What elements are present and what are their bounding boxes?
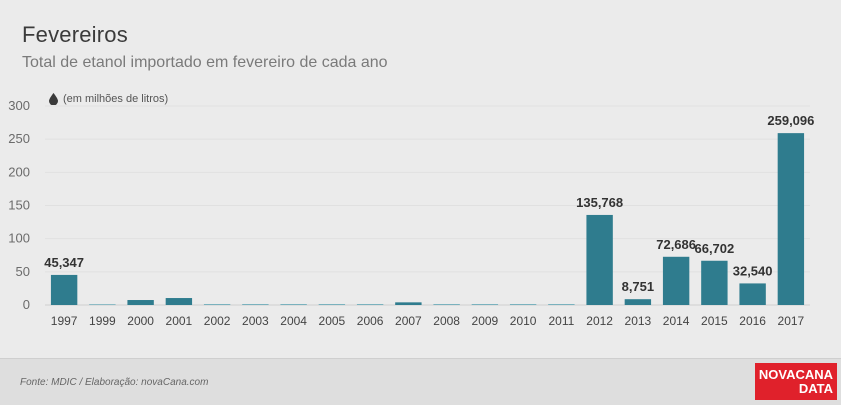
footer-bar: Fonte: MDIC / Elaboração: novaCana.com N… (0, 358, 841, 405)
x-tick-label: 2003 (242, 314, 269, 328)
bar (548, 304, 575, 305)
bar (624, 299, 652, 305)
bar (318, 304, 346, 305)
data-label: 66,702 (694, 241, 734, 256)
bar (165, 298, 193, 305)
bar (701, 260, 728, 305)
data-label: 8,751 (622, 279, 655, 294)
novacana-data-logo: NOVACANA DATA (755, 363, 837, 400)
x-tick-label: 2017 (778, 314, 805, 328)
bar (89, 304, 116, 305)
y-tick-label: 200 (8, 164, 30, 179)
x-tick-label: 2015 (701, 314, 728, 328)
x-tick-label: 2006 (357, 314, 384, 328)
data-label: 72,686 (656, 237, 696, 252)
x-tick-label: 2008 (433, 314, 460, 328)
logo-line1: NOVACANA (758, 366, 834, 382)
x-tick-label: 2016 (739, 314, 766, 328)
x-tick-label: 2010 (510, 314, 537, 328)
y-tick-label: 0 (23, 297, 30, 312)
bar (280, 304, 307, 305)
y-tick-label: 50 (16, 264, 30, 279)
x-tick-label: 2013 (625, 314, 652, 328)
chart-title: Fevereiros (22, 22, 128, 47)
chart-header: Fevereiros Total de etanol importado em … (22, 22, 821, 72)
bar (356, 304, 384, 305)
chart-subtitle: Total de etanol importado em fevereiro d… (22, 54, 388, 71)
unit-note-label: (em milhões de litros) (63, 93, 169, 105)
x-tick-label: 2002 (204, 314, 231, 328)
y-tick-label: 300 (8, 98, 30, 113)
bar (471, 304, 499, 305)
x-tick-label: 2014 (663, 314, 690, 328)
bar (662, 256, 690, 305)
data-label: 32,540 (733, 263, 773, 278)
bar (739, 283, 766, 305)
data-label: 259,096 (767, 113, 814, 128)
x-tick-label: 2005 (319, 314, 346, 328)
x-tick-label: 2001 (166, 314, 193, 328)
bar (509, 304, 537, 305)
bar (127, 300, 154, 305)
drop-icon (49, 93, 58, 105)
x-tick-label: 2000 (127, 314, 154, 328)
y-tick-label: 100 (8, 231, 30, 246)
bar (203, 304, 231, 305)
bar (586, 214, 613, 305)
data-label: 45,347 (44, 255, 84, 270)
bar (50, 274, 78, 305)
x-tick-label: 2009 (472, 314, 499, 328)
bar (242, 304, 269, 305)
x-tick-label: 2011 (548, 314, 574, 328)
source-note: Fonte: MDIC / Elaboração: novaCana.com (20, 377, 209, 388)
x-tick-label: 2004 (280, 314, 307, 328)
y-tick-label: 250 (8, 131, 30, 146)
bar (433, 304, 460, 305)
x-tick-label: 1997 (51, 314, 78, 328)
logo-line2: DATA (798, 380, 833, 396)
x-tick-label: 2012 (586, 314, 613, 328)
bar (395, 302, 422, 305)
data-label: 135,768 (576, 195, 623, 210)
x-tick-label: 1999 (89, 314, 116, 328)
y-tick-label: 150 (8, 198, 30, 213)
unit-note: (em milhões de litros) (49, 93, 168, 105)
bar (777, 133, 805, 305)
x-tick-label: 2007 (395, 314, 422, 328)
